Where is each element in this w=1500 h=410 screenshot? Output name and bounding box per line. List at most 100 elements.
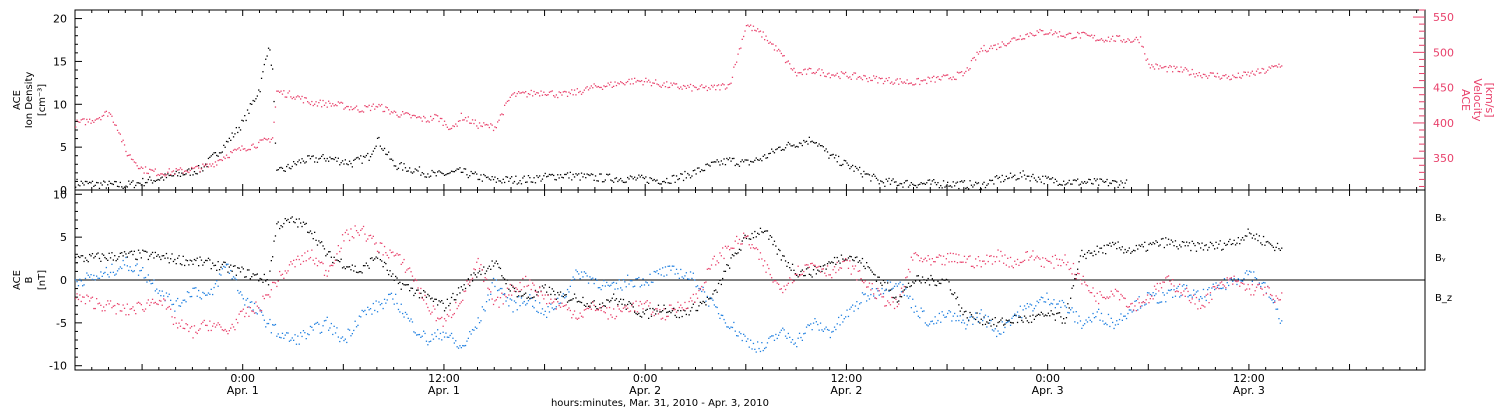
bz-series-point <box>130 308 133 310</box>
by-series-point <box>771 335 773 337</box>
bx-series-point <box>1211 242 1213 245</box>
by-series-point <box>177 297 179 300</box>
bz-series-point <box>272 281 274 284</box>
bz-series-point <box>713 255 715 257</box>
density-series-point <box>817 145 819 147</box>
by-series-point <box>291 337 293 339</box>
by-series-point <box>1264 282 1266 284</box>
bz-series-point <box>617 305 619 307</box>
velocity-series-point <box>239 149 242 151</box>
velocity-series-point <box>790 68 792 70</box>
bx-series-point <box>249 278 251 280</box>
bz-series-point <box>508 294 510 296</box>
velocity-series-point <box>973 56 975 59</box>
bx-series-point <box>186 260 189 262</box>
by-series-point <box>604 285 606 287</box>
by-series-point <box>423 330 425 332</box>
by-series-point <box>195 287 197 289</box>
bx-series-point <box>1075 274 1077 276</box>
velocity-series-point <box>100 119 102 121</box>
density-series-point <box>167 173 169 175</box>
density-series-point <box>864 173 866 175</box>
bx-series-point <box>295 218 298 220</box>
density-series-point <box>678 178 680 180</box>
by-series-point <box>1075 311 1077 313</box>
bx-series-point <box>144 250 147 252</box>
by-series-point <box>395 293 397 295</box>
velocity-series-point <box>991 47 994 50</box>
density-series-point <box>860 173 862 175</box>
bx-series-point <box>980 318 982 320</box>
bz-series <box>75 225 1283 339</box>
bx-series-point <box>564 294 566 296</box>
by-series-point <box>1275 308 1277 310</box>
density-series-point <box>986 184 988 186</box>
bz-series-point <box>808 266 810 268</box>
by-series-point <box>1064 305 1066 307</box>
bz-series-point <box>782 291 784 294</box>
velocity-series-point <box>1139 36 1142 38</box>
density-series-point <box>93 185 95 187</box>
by-series-point <box>1188 294 1191 297</box>
velocity-series-point <box>1269 67 1272 69</box>
velocity-series-point <box>559 92 562 94</box>
density-series-point <box>543 175 545 177</box>
bz-series-point <box>966 258 968 260</box>
velocity-series-point <box>298 96 300 98</box>
bx-series-point <box>523 293 525 295</box>
velocity-series-point <box>794 71 796 73</box>
by-series-point <box>587 282 590 284</box>
density-series-point <box>949 185 952 187</box>
bx-series-point <box>128 252 130 254</box>
by-series-point <box>476 327 478 329</box>
density-series-point <box>209 156 211 158</box>
velocity-series-point <box>1239 76 1241 78</box>
density-series-point <box>537 176 539 179</box>
velocity-series-point <box>673 82 675 84</box>
bz-series-point <box>1058 258 1061 261</box>
density-series-point <box>854 165 857 168</box>
by-series-point <box>1170 289 1172 291</box>
density-series-point <box>269 49 271 51</box>
density-series-point <box>210 155 212 157</box>
bx-series-point <box>737 252 739 254</box>
bx-series-point <box>473 272 475 274</box>
by-series-point <box>710 298 713 300</box>
bz-series-point <box>859 270 861 272</box>
bx-series-point <box>671 310 673 312</box>
bz-series-point <box>754 248 756 250</box>
velocity-series-point <box>523 92 525 94</box>
bz-series-point <box>924 257 926 259</box>
by-series-point <box>1125 317 1128 320</box>
density-series-point <box>786 144 788 146</box>
bz-series-point <box>460 301 462 303</box>
by-series-point <box>156 288 158 290</box>
bz-series-point <box>339 250 341 253</box>
density-series-point <box>492 178 495 181</box>
velocity-series-point <box>154 168 156 170</box>
bz-series-point <box>655 308 657 310</box>
velocity-series-point <box>1099 39 1101 41</box>
by-series-point <box>573 278 576 280</box>
bx-series-point <box>829 262 831 264</box>
bz-series-point <box>104 310 106 312</box>
bx-series-point <box>1135 244 1137 247</box>
density-series-point <box>1037 176 1040 178</box>
by-series-point <box>759 350 762 353</box>
velocity-series-point <box>1001 41 1003 43</box>
bz-series-point <box>1028 259 1030 261</box>
by-series-point <box>1261 282 1263 284</box>
bx-series-point <box>653 309 655 311</box>
velocity-series-point <box>185 170 187 172</box>
velocity-series-point <box>230 151 232 153</box>
bz-series-point <box>164 299 166 301</box>
bx-series-point <box>706 296 708 298</box>
bx-series-point <box>949 289 952 291</box>
velocity-series-point <box>225 154 228 156</box>
velocity-series-point <box>840 71 843 73</box>
velocity-series-point <box>390 111 393 113</box>
density-series-point <box>1001 174 1003 177</box>
by-series-point <box>1023 305 1026 307</box>
by-series-point <box>265 326 267 328</box>
